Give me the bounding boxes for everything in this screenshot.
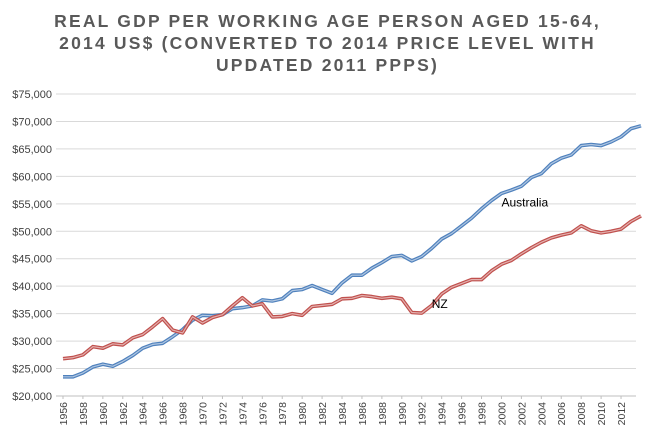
y-tick-label: $70,000 <box>12 116 52 128</box>
x-tick-label: 1996 <box>457 402 469 426</box>
series-lines <box>62 124 642 379</box>
gridlines <box>56 93 636 397</box>
x-tick-label: 1980 <box>297 402 309 426</box>
y-tick-label: $30,000 <box>12 336 52 348</box>
series-label-australia: Australia <box>501 196 548 210</box>
x-tick-label: 1968 <box>178 402 190 426</box>
x-tick-label: 1992 <box>417 402 429 426</box>
x-tick-label: 1988 <box>377 402 389 426</box>
x-tick-label: 1978 <box>277 402 289 426</box>
chart-title-line-3: UPDATED 2011 PPPS) <box>215 55 440 75</box>
series-label-nz: NZ <box>432 297 448 311</box>
x-tick-label: 1998 <box>477 402 489 426</box>
y-axis: $20,000 $25,000 $30,000 $35,000 $40,000 $45,0… <box>12 89 52 403</box>
x-tick-label: 2002 <box>516 402 528 426</box>
x-tick-label: 1974 <box>237 402 249 426</box>
x-tick-label: 2000 <box>496 402 508 426</box>
x-tick-label: 2004 <box>536 402 548 426</box>
x-tick-label: 1986 <box>357 402 369 426</box>
chart-title-line-1: REAL GDP PER WORKING AGE PERSON AGED 15-… <box>54 11 601 31</box>
x-tick-label: 1984 <box>337 402 349 426</box>
x-tick-label: 1990 <box>397 402 409 426</box>
x-tick-label: 1976 <box>257 402 269 426</box>
series-line-highlight-nz <box>62 215 642 360</box>
x-tick-label: 1994 <box>437 402 449 426</box>
series-labels: Australia NZ <box>432 196 549 312</box>
y-tick-label: $40,000 <box>12 281 52 293</box>
x-tick-label: 2010 <box>596 402 608 426</box>
y-tick-label: $60,000 <box>12 171 52 183</box>
x-axis: 1956 1958 1960 1962 1964 1966 1968 1970 1972 1974… <box>56 395 636 426</box>
y-tick-label: $25,000 <box>12 364 52 376</box>
x-tick-label: 1962 <box>118 402 130 426</box>
x-tick-label: 1972 <box>217 402 229 426</box>
x-tick-label: 1958 <box>78 402 90 426</box>
y-tick-label: $65,000 <box>12 144 52 156</box>
chart-title-line-2: 2014 US$ (CONVERTED TO 2014 PRICE LEVEL … <box>59 33 596 53</box>
x-tick-label: 1966 <box>158 402 170 426</box>
y-tick-label: $50,000 <box>12 226 52 238</box>
x-tick-label: 2008 <box>576 402 588 426</box>
x-tick-label: 2006 <box>556 402 568 426</box>
x-tick-label: 1956 <box>58 402 70 426</box>
x-tick-label: 1960 <box>98 402 110 426</box>
x-tick-label: 1982 <box>317 402 329 426</box>
chart-title: REAL GDP PER WORKING AGE PERSON AGED 15-… <box>0 10 655 76</box>
x-tick-label: 2012 <box>616 402 628 426</box>
y-tick-label: $55,000 <box>12 199 52 211</box>
y-tick-label: $45,000 <box>12 254 52 266</box>
series-line-highlight-australia <box>63 125 642 378</box>
series-line-australia <box>63 124 642 379</box>
x-tick-label: 1970 <box>198 402 210 426</box>
y-tick-label: $75,000 <box>12 89 52 101</box>
x-tick-label: 1964 <box>138 402 150 426</box>
y-tick-label: $35,000 <box>12 309 52 321</box>
y-tick-label: $20,000 <box>12 391 52 403</box>
